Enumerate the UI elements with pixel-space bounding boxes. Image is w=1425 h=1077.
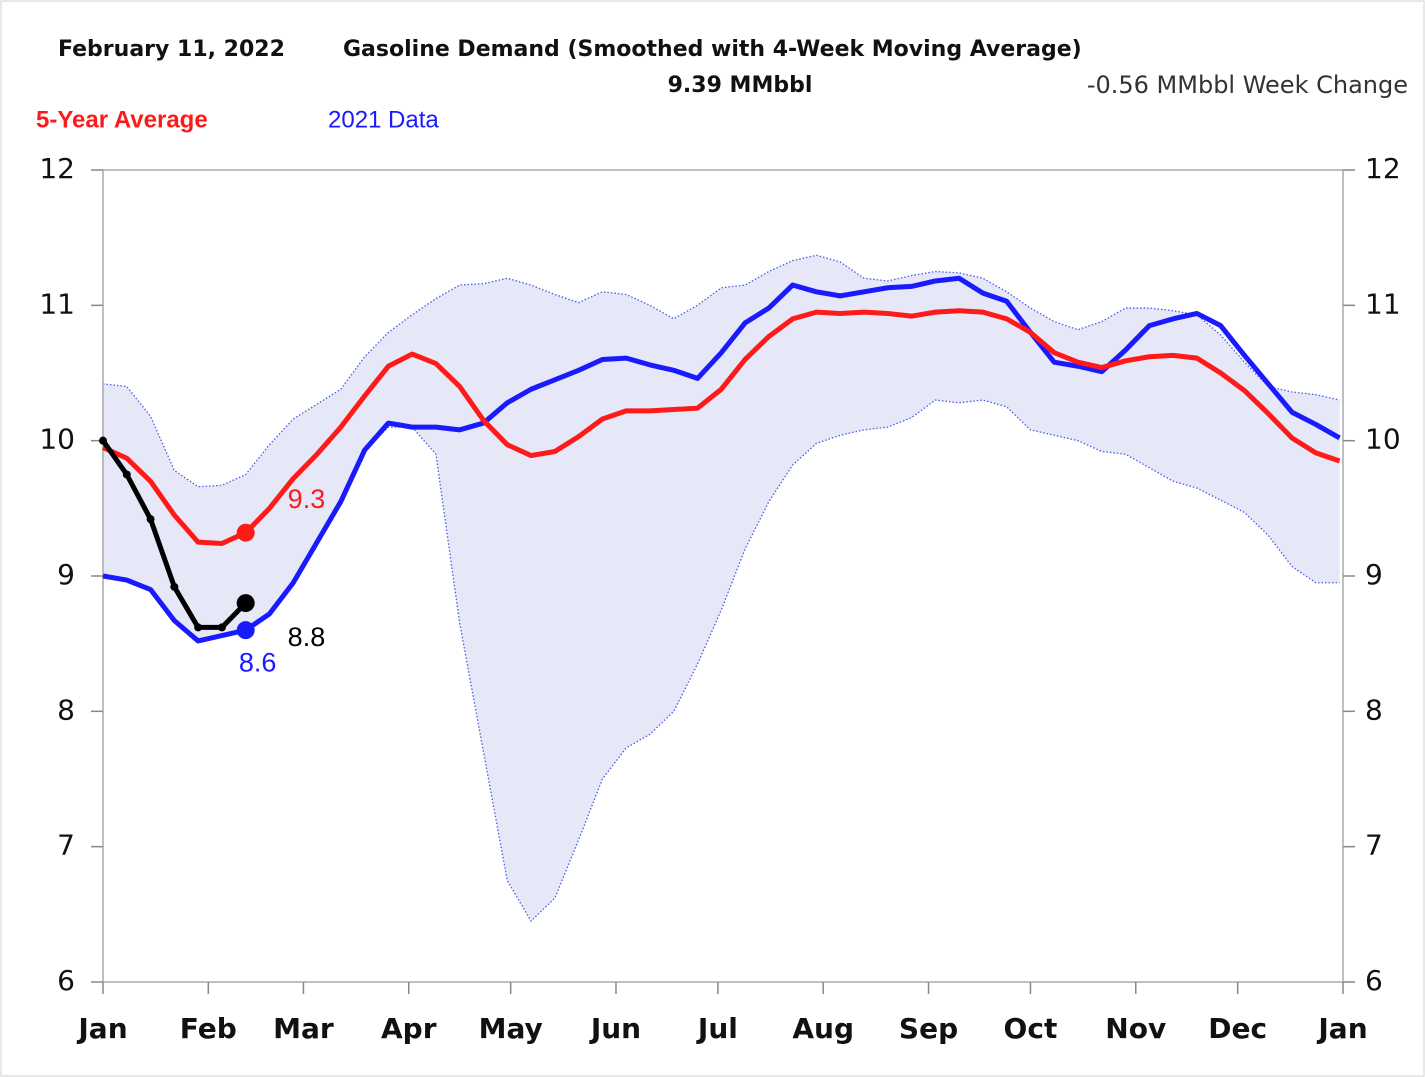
x-tick-label: Jan (76, 1012, 127, 1045)
x-tick-label: Oct (1004, 1012, 1058, 1045)
end-marker (236, 621, 255, 640)
series-line (101, 308, 1341, 547)
y2-tick-label: 9 (1365, 558, 1383, 591)
point (194, 623, 203, 632)
end-marker (236, 523, 255, 542)
value-label: 8.8 (288, 622, 326, 652)
x-tick-label: Dec (1208, 1012, 1267, 1045)
x-tick-label: Sep (899, 1012, 958, 1045)
y2-tick-label: 7 (1365, 829, 1383, 862)
point (217, 623, 226, 632)
range-fill (103, 255, 1340, 922)
point (99, 436, 107, 445)
x-tick-label: Aug (792, 1012, 854, 1045)
range-lower (102, 399, 1340, 923)
y2-tick-label: 6 (1365, 964, 1383, 997)
y2-tick-label: 12 (1365, 152, 1401, 185)
point (146, 515, 155, 524)
y-tick-label: 7 (57, 829, 75, 862)
end-marker (236, 594, 255, 613)
x-tick-label: May (479, 1012, 543, 1045)
x-tick-label: Jun (589, 1012, 641, 1045)
y-tick-label: 11 (39, 287, 75, 320)
y2-tick-label: 11 (1365, 287, 1401, 320)
y-tick-label: 9 (57, 558, 75, 591)
y-tick-label: 8 (57, 693, 75, 726)
date: February 11, 2022 (58, 37, 285, 62)
legend-label: 5-Year Average (36, 106, 208, 133)
y-tick-label: 10 (39, 423, 75, 456)
x-tick-label: Apr (381, 1012, 437, 1045)
series-line (102, 275, 1341, 644)
annotation: -0.56 MMbbl Week Change (1087, 71, 1408, 99)
legend-label: 2021 Data (328, 106, 439, 133)
x-tick-label: Jul (696, 1012, 738, 1045)
value-label: 9.3 (288, 484, 326, 514)
value-label: 8.6 (239, 647, 277, 677)
y-tick-label: 12 (39, 152, 75, 185)
point (170, 582, 179, 591)
range-upper (102, 254, 1340, 488)
y2-tick-label: 8 (1365, 693, 1383, 726)
x-tick-label: Mar (273, 1012, 334, 1045)
chart-title: Gasoline Demand (Smoothed with 4-Week Mo… (343, 37, 1082, 62)
y-tick-label: 6 (57, 964, 75, 997)
x-tick-label: Jan (1316, 1012, 1367, 1045)
x-tick-label: Feb (180, 1012, 237, 1045)
y2-tick-label: 10 (1365, 423, 1401, 456)
point (122, 470, 131, 479)
subtitle: 9.39 MMbbl (668, 73, 813, 98)
x-tick-label: Nov (1105, 1012, 1166, 1045)
